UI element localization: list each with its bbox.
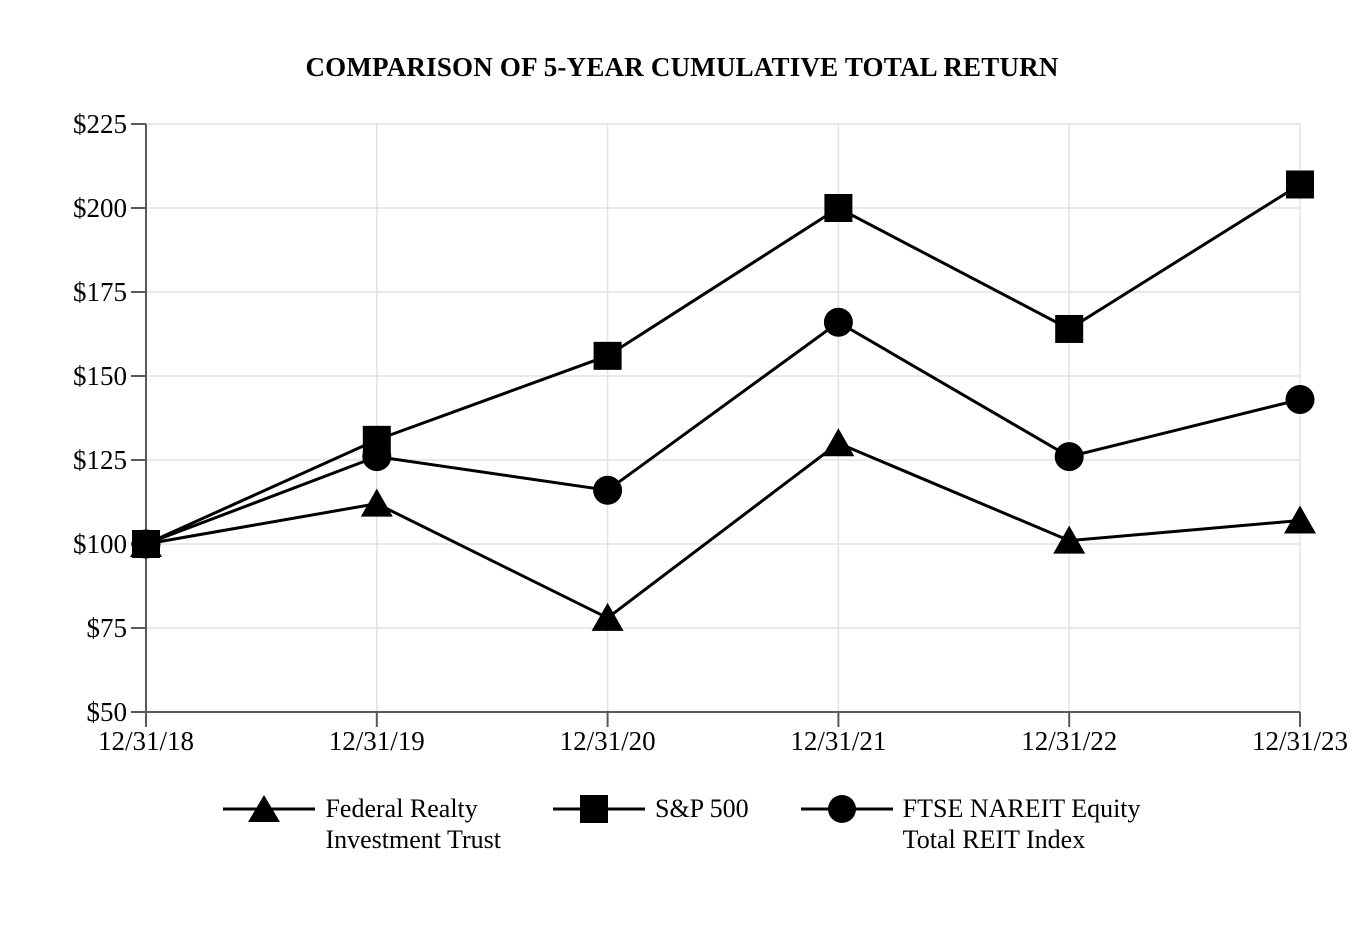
legend-square-icon — [552, 795, 645, 823]
y-tick-label: $125 — [73, 445, 127, 475]
marker-square — [132, 530, 160, 558]
legend-circle-icon — [800, 795, 893, 823]
marker-circle — [1285, 385, 1315, 415]
legend-triangle-icon — [223, 795, 316, 822]
chart-title: COMPARISON OF 5-YEAR CUMULATIVE TOTAL RE… — [305, 52, 1059, 82]
marker-circle — [593, 475, 623, 505]
y-tick-label: $200 — [73, 193, 127, 223]
marker-triangle — [1053, 525, 1086, 554]
marker-square — [593, 341, 622, 370]
y-tick-label: $50 — [87, 697, 128, 727]
marker-triangle — [1284, 505, 1316, 534]
x-tick-label: 12/31/19 — [329, 726, 425, 756]
marker-square — [1055, 314, 1084, 343]
legend-label: S&P 500 — [654, 794, 749, 823]
marker-triangle — [360, 488, 393, 517]
y-tick-label: $100 — [73, 529, 127, 559]
y-tick-label: $75 — [87, 613, 128, 643]
x-tick-label: 12/31/20 — [560, 726, 656, 756]
legend-item-circle: FTSE NAREIT Equity Total REIT Index — [800, 793, 1141, 855]
marker-square — [824, 194, 853, 222]
x-tick-label: 12/31/18 — [98, 726, 194, 756]
x-tick-label: 12/31/21 — [790, 726, 886, 756]
chart-legend: Federal Realty Investment Trust S&P 500 FT… — [0, 793, 1364, 855]
x-tick-label: 12/31/23 — [1252, 726, 1348, 756]
y-tick-label: $225 — [73, 109, 127, 139]
marker-triangle — [822, 428, 855, 457]
x-tick-label: 12/31/22 — [1021, 726, 1117, 756]
legend-label: Federal Realty Investment Trust — [325, 794, 501, 854]
y-tick-label: $150 — [73, 361, 127, 391]
marker-square — [1286, 170, 1314, 199]
marker-square — [362, 425, 391, 454]
legend-label: FTSE NAREIT Equity Total REIT Index — [902, 794, 1141, 854]
marker-circle — [1054, 442, 1084, 472]
series-line-circle — [145, 320, 1301, 546]
legend-item-triangle: Federal Realty Investment Trust — [223, 793, 501, 855]
y-tick-label: $175 — [73, 277, 127, 307]
marker-circle — [823, 307, 853, 337]
legend-item-square: S&P 500 — [552, 793, 749, 824]
series-line-triangle — [145, 441, 1301, 620]
marker-triangle — [591, 602, 624, 631]
series-line-square — [145, 183, 1301, 546]
